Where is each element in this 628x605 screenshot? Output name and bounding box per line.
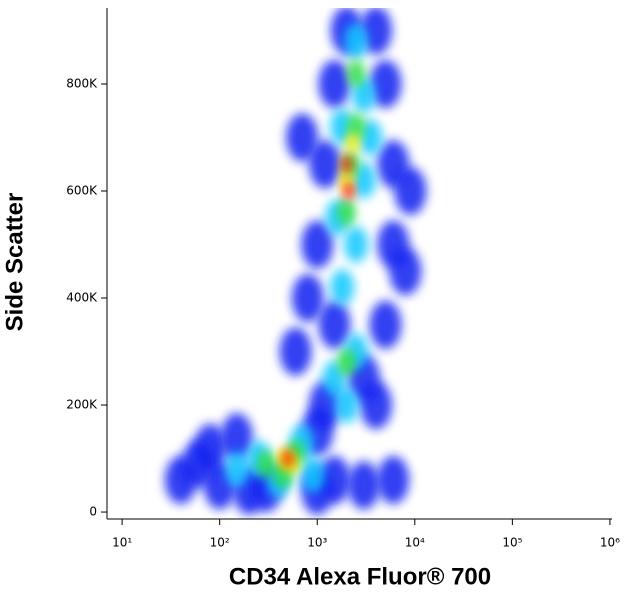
density-point bbox=[342, 181, 355, 200]
y-axis-title: Side Scatter bbox=[1, 193, 28, 332]
y-tick-label: 200K bbox=[66, 398, 98, 412]
x-axis-title: CD34 Alexa Fluor® 700 bbox=[229, 563, 491, 590]
y-tick-label: 400K bbox=[66, 291, 98, 305]
density-point bbox=[337, 348, 356, 376]
density-point bbox=[257, 450, 276, 478]
density-point bbox=[220, 413, 253, 462]
density-point bbox=[281, 449, 294, 468]
density-point bbox=[300, 456, 325, 493]
density-point bbox=[318, 59, 351, 108]
density-point bbox=[337, 198, 356, 226]
x-tick-label: 10⁵ bbox=[502, 536, 522, 550]
density-point bbox=[347, 461, 380, 510]
density-point bbox=[340, 155, 353, 174]
density-point bbox=[224, 451, 249, 488]
x-tick-label: 10³ bbox=[307, 536, 327, 550]
density-point bbox=[344, 23, 369, 60]
density-point bbox=[344, 226, 369, 263]
density-point bbox=[334, 387, 359, 424]
density-point bbox=[279, 327, 312, 376]
y-tick-label: 800K bbox=[66, 76, 98, 90]
density-point bbox=[286, 113, 319, 162]
x-tick-label: 10⁶ bbox=[600, 536, 620, 550]
x-tick-label: 10² bbox=[210, 536, 230, 550]
x-tick-label: 10⁴ bbox=[405, 536, 425, 550]
density-point bbox=[369, 300, 402, 349]
density-point bbox=[394, 166, 427, 215]
density-point bbox=[347, 59, 366, 87]
density-point bbox=[345, 132, 360, 154]
density-point bbox=[301, 220, 334, 269]
density-point bbox=[318, 455, 351, 504]
density-point bbox=[389, 247, 422, 296]
density-point bbox=[308, 140, 341, 189]
density-point bbox=[182, 439, 215, 488]
density-point bbox=[377, 455, 410, 504]
y-tick-label: 0 bbox=[89, 505, 97, 519]
density-point bbox=[330, 269, 355, 306]
density-cloud bbox=[164, 8, 427, 515]
y-tick-label: 600K bbox=[66, 183, 98, 197]
x-tick-label: 10¹ bbox=[112, 536, 132, 550]
density-point bbox=[291, 274, 324, 323]
density-point bbox=[318, 300, 351, 349]
density-point bbox=[369, 59, 402, 108]
